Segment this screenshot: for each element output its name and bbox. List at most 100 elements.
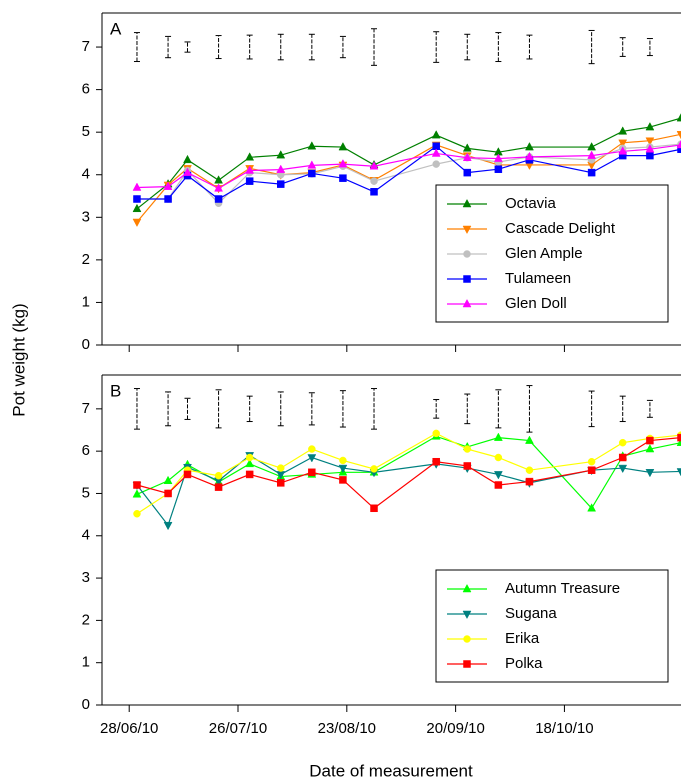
y-tick-label: 0 [82,696,90,713]
error-bar [646,38,653,57]
marker [462,152,472,161]
error-bar [133,32,140,63]
marker [245,453,254,462]
marker [133,481,141,489]
marker [307,454,317,463]
legend-marker [462,198,472,208]
marker [245,470,254,479]
legend: Octavia Cascade Delight Glen Ample Tulameen… [435,184,669,323]
marker [338,159,348,168]
error-bar [495,389,502,429]
plot-area [132,385,681,531]
legend-label: Autumn Treasure [505,580,620,597]
error-bar [184,41,191,53]
marker [463,168,472,177]
marker [308,468,316,477]
legend-marker [463,635,471,643]
legend-label: Erika [505,630,540,647]
marker [431,148,441,157]
marker [183,470,192,479]
error-bar [215,389,222,429]
marker [525,142,534,151]
marker [164,195,172,203]
error-bar [133,388,140,430]
x-tick-label: 26/07/10 [209,720,267,737]
marker [432,160,440,168]
x-axis-label: Date of measurement [309,761,473,780]
marker [133,195,141,203]
marker [370,504,378,513]
y-tick-label: 7 [82,400,90,417]
marker [645,469,655,478]
legend-marker [462,298,472,308]
marker [677,145,681,153]
marker [587,150,597,159]
marker [432,429,440,438]
marker [525,477,534,486]
marker [432,457,440,466]
marker [587,168,596,177]
marker [308,445,316,453]
error-bar [277,33,284,61]
marker [618,139,628,148]
marker [245,165,255,174]
marker [339,456,347,465]
y-tick-label: 1 [82,293,90,310]
y-tick-label: 5 [82,123,90,140]
error-bar [588,29,595,65]
legend: Autumn Treasure Sugana Erika Polka [435,569,669,683]
error-bar [619,395,626,423]
marker [214,195,223,203]
marker [132,203,142,213]
legend-marker [462,225,472,235]
panel-label: B [110,381,121,400]
y-tick-label: 4 [82,527,90,544]
error-bar [339,390,346,428]
marker [245,458,255,468]
x-tick-label: 20/09/10 [426,720,484,737]
legend-marker [462,583,472,593]
y-tick-label: 2 [82,251,90,268]
error-bar [165,35,172,59]
x-tick-label: 23/08/10 [318,720,376,737]
marker [645,144,655,153]
legend-label: Glen Doll [505,295,567,312]
legend-marker [463,275,471,283]
marker [307,160,317,169]
marker [645,444,655,453]
marker [618,464,628,474]
legend-marker [462,610,472,620]
x-tick-label: 28/06/10 [100,720,158,737]
marker [338,142,348,151]
marker [618,438,627,447]
marker [369,161,379,170]
marker [370,465,378,473]
y-axis-label: Pot weight (kg) [9,303,28,416]
plot-area [132,28,681,228]
marker [525,151,534,161]
marker [132,218,142,228]
marker [618,453,627,462]
legend-label: Octavia [505,195,557,212]
legend-label: Sugana [505,605,557,622]
marker [339,476,347,484]
marker [214,483,223,491]
x-tick-label: 18/10/10 [535,720,593,737]
error-bar [215,35,222,60]
legend-marker [463,250,471,258]
marker [214,471,223,480]
y-tick-label: 6 [82,442,90,459]
y-tick-label: 5 [82,484,90,501]
error-bar [495,32,502,63]
marker [133,510,141,518]
marker [676,437,681,446]
panel-label: A [110,19,122,38]
error-bar [433,399,440,419]
y-tick-label: 3 [82,208,90,225]
legend-label: Glen Ample [505,245,583,262]
y-tick-label: 7 [82,38,90,55]
error-bar [464,393,471,425]
marker [645,122,655,131]
marker [370,188,378,196]
marker [587,466,596,474]
